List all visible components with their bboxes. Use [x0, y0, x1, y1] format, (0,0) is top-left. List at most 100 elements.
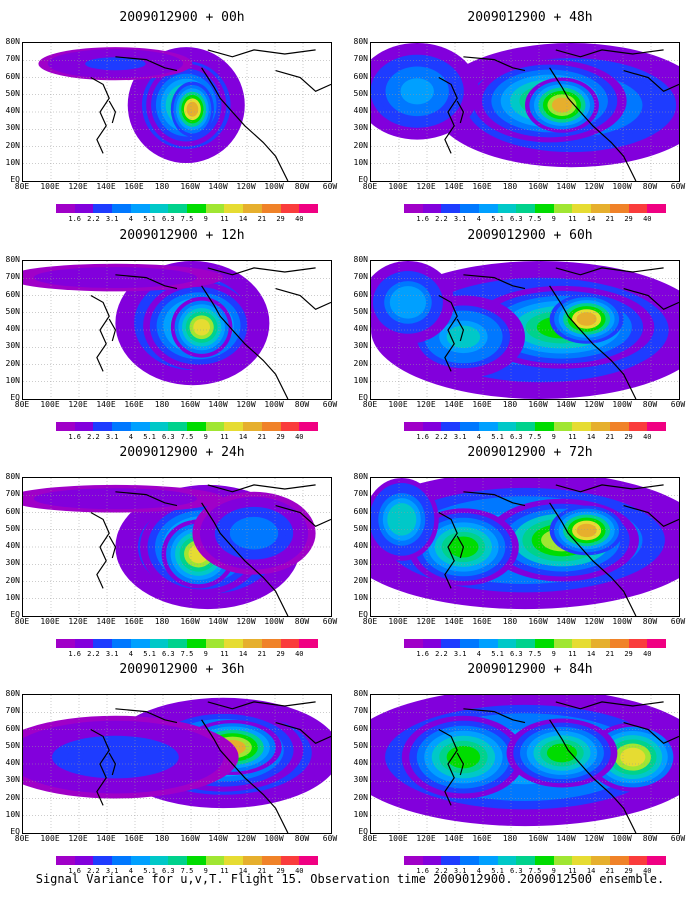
- colorbar-level-label: 9: [203, 867, 208, 875]
- lon-tick-label: 140E: [96, 400, 116, 409]
- colorbar-swatch: [591, 204, 610, 213]
- lon-tick-label: 160W: [180, 834, 200, 843]
- colorbar-level-label: 4: [476, 867, 481, 875]
- colorbar-swatch: [609, 856, 629, 865]
- lon-tick-label: 100W: [612, 400, 632, 409]
- panel-title: 2009012900 + 84h: [467, 662, 593, 677]
- colorbar-swatch: [112, 422, 131, 431]
- panel-title: 2009012900 + 48h: [467, 10, 593, 25]
- lon-tick-label: 80W: [294, 182, 310, 191]
- colorbar-swatch: [647, 204, 667, 213]
- colorbar-level-label: 29: [624, 215, 633, 223]
- colorbar-level-label: 9: [551, 433, 556, 441]
- lat-tick-label: 80N: [5, 689, 20, 698]
- map-panel: 2009012900 + 00h 80N 70N 60N 50N 40N 30N 20N 10N…: [6, 10, 350, 225]
- lon-tick-label: 160W: [528, 834, 548, 843]
- lat-tick-label: EQ: [358, 175, 368, 184]
- colorbar-swatch: [497, 422, 517, 431]
- coastline: [207, 49, 316, 58]
- coastline: [438, 76, 458, 154]
- figure-caption: Signal Variance for u,v,T. Flight 15. Ob…: [35, 872, 665, 886]
- colorbar-swatch: [591, 639, 610, 648]
- lat-tick-label: 60N: [5, 723, 20, 733]
- colorbar-swatch: [243, 204, 262, 213]
- colorbar-swatch: [205, 856, 225, 865]
- colorbar-level-label: 11: [568, 433, 577, 441]
- colorbar-swatch: [187, 639, 206, 648]
- colorbar-level-label: 6.3: [161, 215, 175, 223]
- coastline: [207, 484, 316, 493]
- colorbar-swatch: [112, 204, 131, 213]
- colorbar-level-label: 5.1: [491, 650, 504, 658]
- lon-tick-label: 80E: [362, 834, 378, 843]
- lon-tick-label: 140W: [208, 182, 228, 191]
- colorbar-level-label: 5.1: [143, 867, 156, 875]
- coastline: [549, 67, 637, 181]
- lon-tick-label: 180: [154, 182, 170, 191]
- colorbar-swatch: [535, 204, 554, 213]
- lon-tick-label: 160W: [528, 400, 548, 409]
- colorbar-level-label: 3.1: [453, 215, 467, 223]
- colorbar-level-label: 1.6: [68, 867, 82, 875]
- lat-tick-label: 70N: [353, 489, 368, 499]
- lat-tick-label: 30N: [353, 341, 368, 351]
- colorbar-level-label: 3.1: [453, 650, 467, 658]
- coastline: [108, 752, 117, 776]
- colorbar-level-label: 4: [476, 215, 481, 223]
- colorbar-swatch: [261, 422, 281, 431]
- variance-contour: [81, 745, 149, 769]
- colorbar-swatch: [441, 422, 461, 431]
- lon-tick-label: 60W: [322, 617, 338, 626]
- lon-tick-label: 120E: [416, 400, 436, 409]
- colorbar-swatch: [224, 422, 244, 431]
- variance-contour: [576, 523, 597, 538]
- lon-tick-label: 180: [154, 617, 170, 626]
- colorbar-level-label: 7.5: [180, 650, 194, 658]
- coastline: [90, 511, 110, 589]
- colorbar-swatch: [56, 422, 75, 431]
- colorbar-swatch: [628, 204, 648, 213]
- lat-tick-label: 20N: [5, 140, 20, 150]
- colorbar: [56, 856, 319, 865]
- lat-tick-label: 20N: [5, 358, 20, 368]
- colorbar-swatch: [404, 639, 423, 648]
- colorbar-swatch: [299, 856, 319, 865]
- lon-tick-label: 100W: [264, 400, 284, 409]
- lon-tick-label: 60W: [670, 182, 686, 191]
- colorbar-level-label: 2.2: [87, 650, 100, 658]
- lon-tick-label: 60W: [670, 834, 686, 843]
- lat-tick-label: 20N: [353, 792, 368, 802]
- lon-tick-label: 120W: [236, 834, 256, 843]
- colorbar-swatch: [74, 856, 94, 865]
- lat-tick-label: 80N: [353, 37, 368, 46]
- colorbar-swatch: [299, 639, 319, 648]
- colorbar-swatch: [497, 639, 517, 648]
- colorbar-level-label: 40: [643, 433, 652, 441]
- colorbar-swatch: [93, 204, 113, 213]
- coastline: [463, 274, 526, 290]
- colorbar-swatch: [422, 422, 442, 431]
- lat-tick-label: 40N: [5, 106, 20, 115]
- variance-contour: [620, 747, 646, 767]
- lat-tick-label: 50N: [5, 88, 20, 98]
- coastline: [463, 56, 526, 72]
- coastline: [275, 722, 331, 745]
- panel-title: 2009012900 + 72h: [467, 445, 593, 460]
- lon-tick-label: 80E: [362, 617, 378, 626]
- colorbar-level-label: 7.5: [180, 867, 194, 875]
- colorbar-level-label: 1.6: [68, 433, 82, 441]
- lat-tick-label: 80N: [5, 255, 20, 264]
- lat-tick-label: 10N: [5, 592, 20, 602]
- coastline: [438, 294, 458, 372]
- lat-tick-label: 30N: [5, 341, 20, 351]
- panel-title: 2009012900 + 24h: [119, 445, 245, 460]
- colorbar-swatch: [553, 422, 573, 431]
- lat-tick-label: 10N: [353, 592, 368, 602]
- colorbar-level-label: 29: [276, 867, 285, 875]
- colorbar-swatch: [460, 422, 479, 431]
- colorbar-level-label: 9: [203, 433, 208, 441]
- lon-tick-label: 140W: [556, 182, 576, 191]
- lat-tick-label: 60N: [5, 289, 20, 299]
- coastline: [207, 267, 316, 276]
- colorbar: [56, 422, 319, 431]
